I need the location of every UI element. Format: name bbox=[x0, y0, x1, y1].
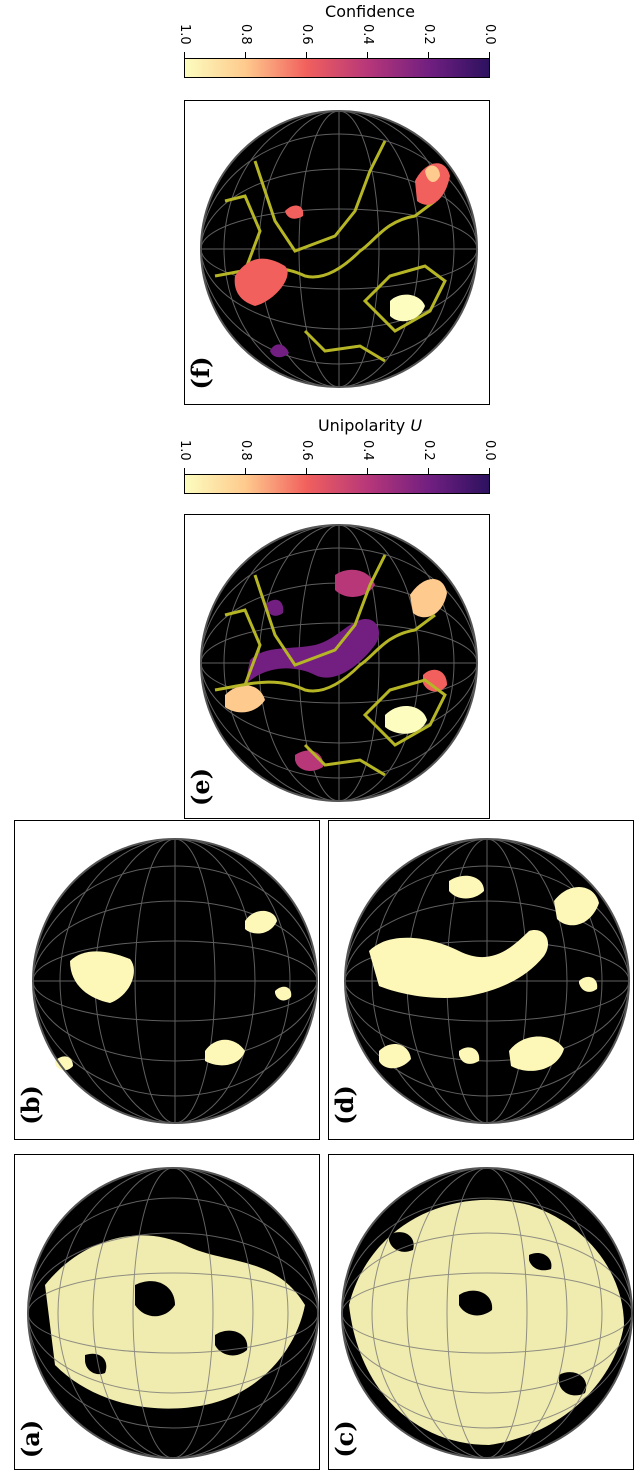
panel-a-regions bbox=[45, 1235, 305, 1409]
unipolarity-tick-label: 0.6 bbox=[299, 440, 314, 461]
panel-c: (c) bbox=[328, 1154, 634, 1470]
unipolarity-symbol: U bbox=[410, 416, 423, 435]
confidence-tick-label: 0.2 bbox=[421, 24, 436, 45]
confidence-tick-mark bbox=[184, 52, 185, 58]
confidence-colorbar bbox=[184, 58, 490, 78]
panel-f: (f) bbox=[184, 100, 490, 405]
panel-b-label: (b) bbox=[16, 1085, 45, 1125]
confidence-tick-mark bbox=[428, 52, 429, 58]
panel-d-label: (d) bbox=[330, 1085, 359, 1125]
unipolarity-tick-mark bbox=[367, 468, 368, 474]
confidence-tick-label: 0.6 bbox=[299, 24, 314, 45]
panel-e-map bbox=[200, 524, 478, 802]
panel-c-gaps bbox=[389, 1232, 587, 1396]
panel-f-label: (f) bbox=[186, 356, 215, 390]
unipolarity-gradient bbox=[184, 474, 490, 494]
panel-a-map bbox=[27, 1167, 319, 1459]
unipolarity-tick-mark bbox=[428, 468, 429, 474]
confidence-tick-label: 1.0 bbox=[177, 24, 192, 45]
panel-c-label: (c) bbox=[330, 1420, 359, 1458]
panel-e-contours bbox=[214, 554, 447, 777]
panel-b: (b) bbox=[14, 820, 320, 1140]
panel-b-map bbox=[32, 838, 318, 1124]
confidence-tick-label: 0.4 bbox=[360, 24, 375, 45]
panel-e: (e) bbox=[184, 514, 490, 819]
panel-d-map bbox=[344, 838, 630, 1124]
unipolarity-tick-mark bbox=[245, 468, 246, 474]
unipolarity-tick-label: 0.4 bbox=[360, 440, 375, 461]
confidence-tick-mark bbox=[245, 52, 246, 58]
confidence-tick-label: 0.0 bbox=[482, 24, 497, 45]
confidence-gradient bbox=[184, 58, 490, 78]
unipolarity-title-text: Unipolarity bbox=[317, 416, 406, 435]
panel-f-regions bbox=[234, 163, 450, 358]
confidence-tick-mark bbox=[306, 52, 307, 58]
confidence-tick-mark bbox=[367, 52, 368, 58]
unipolarity-tick-mark bbox=[306, 468, 307, 474]
panel-a: (a) bbox=[14, 1154, 320, 1470]
unipolarity-tick-mark bbox=[489, 468, 490, 474]
confidence-colorbar-title: Confidence bbox=[270, 2, 470, 21]
unipolarity-tick-label: 1.0 bbox=[177, 440, 192, 461]
unipolarity-colorbar-title: Unipolarity U bbox=[250, 416, 490, 435]
unipolarity-colorbar bbox=[184, 474, 490, 494]
confidence-tick-mark bbox=[489, 52, 490, 58]
panel-b-regions bbox=[55, 910, 292, 1071]
unipolarity-tick-label: 0.2 bbox=[421, 440, 436, 461]
unipolarity-tick-label: 0.0 bbox=[482, 440, 497, 461]
panel-d: (d) bbox=[328, 820, 634, 1140]
confidence-tick-label: 0.8 bbox=[238, 24, 253, 45]
unipolarity-tick-mark bbox=[184, 468, 185, 474]
panel-a-label: (a) bbox=[16, 1419, 45, 1459]
confidence-title-text: Confidence bbox=[325, 2, 415, 21]
panel-e-label: (e) bbox=[186, 768, 215, 806]
panel-a-gaps bbox=[85, 1243, 279, 1375]
unipolarity-tick-label: 0.8 bbox=[238, 440, 253, 461]
panel-f-map bbox=[200, 110, 478, 388]
panel-c-map bbox=[341, 1167, 633, 1459]
panel-d-regions bbox=[369, 875, 599, 1071]
